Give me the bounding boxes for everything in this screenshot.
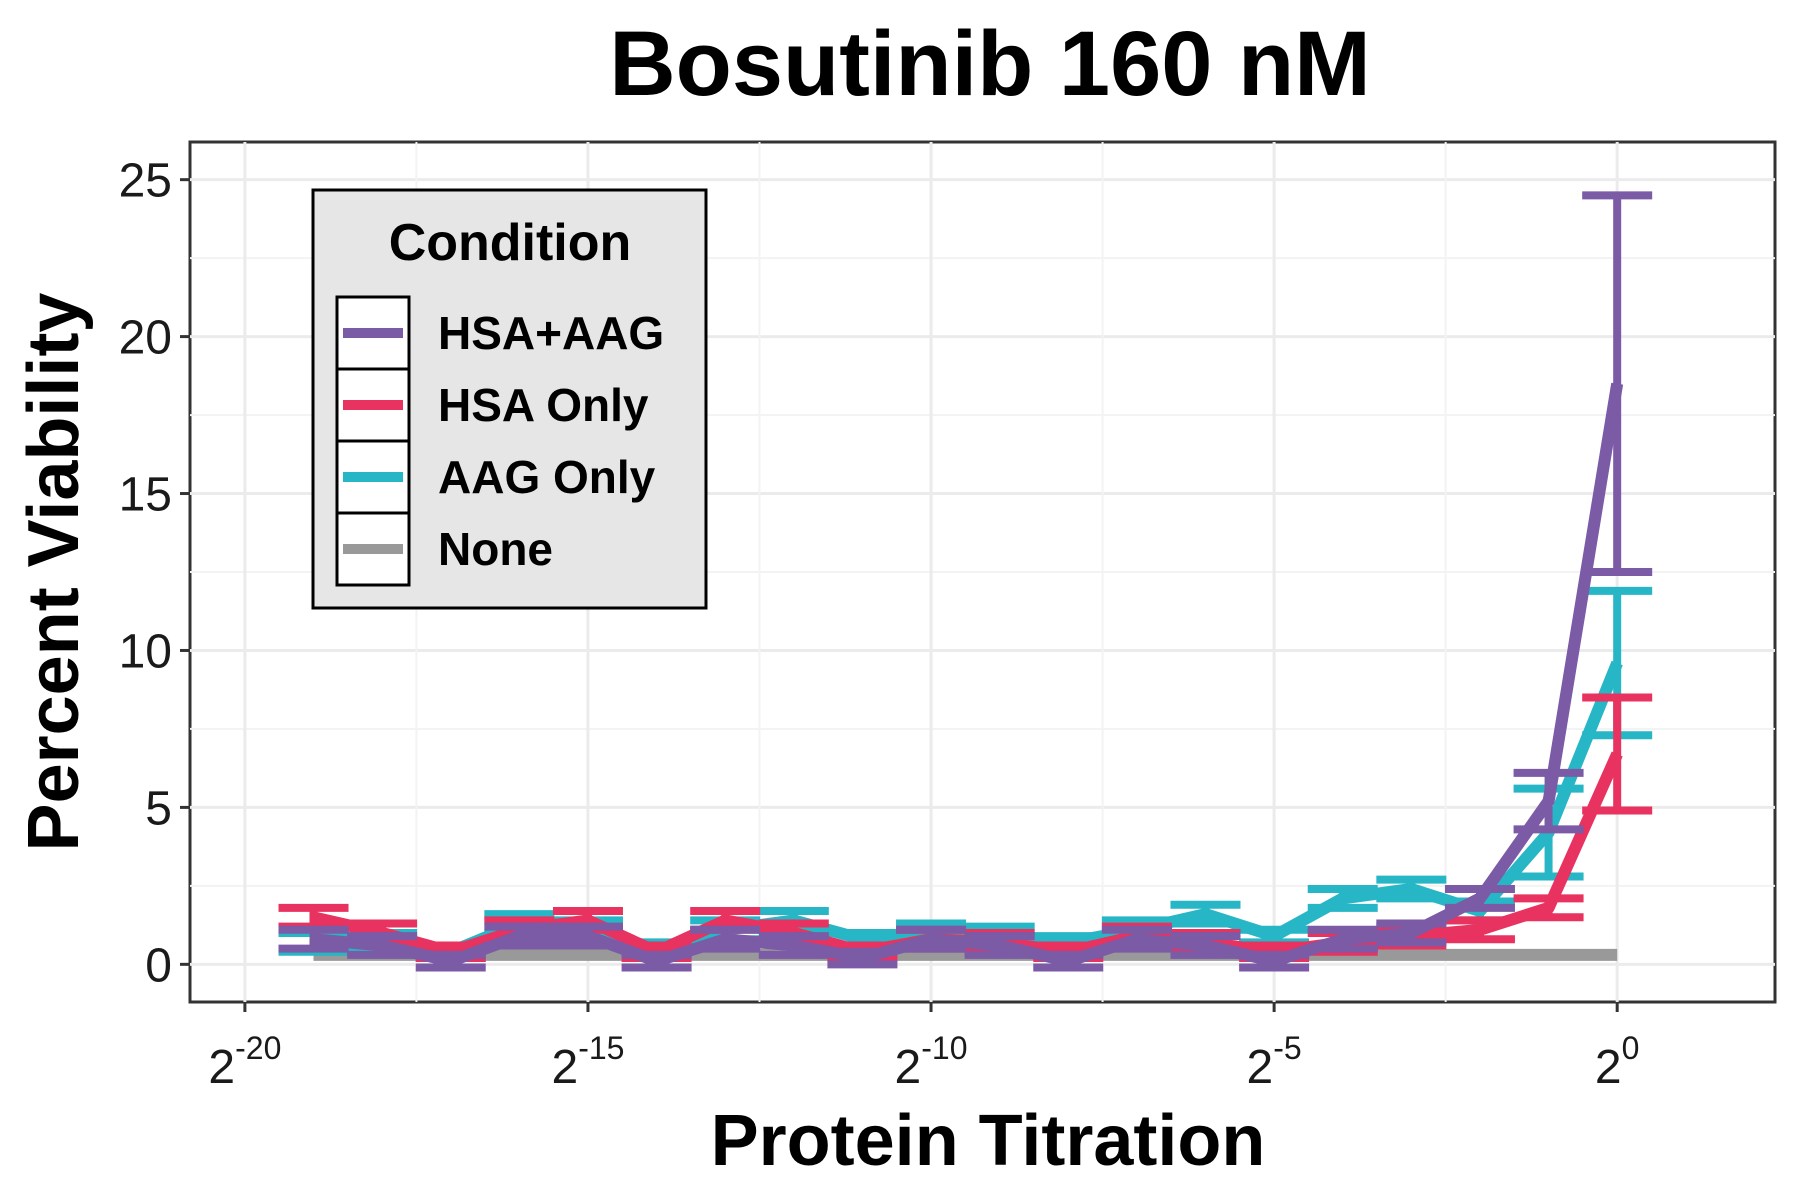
x-tick-label: 2-5 — [1247, 1030, 1302, 1094]
x-tick-exponent: -20 — [235, 1030, 281, 1066]
chart-title: Bosutinib 160 nM — [609, 13, 1371, 115]
series-line — [312, 382, 1624, 968]
legend-label: AAG Only — [438, 451, 656, 503]
x-tick-label: 2-15 — [551, 1030, 624, 1094]
legend-label: HSA Only — [438, 379, 649, 431]
legend-label: HSA+AAG — [438, 307, 664, 359]
x-tick-label: 20 — [1595, 1030, 1640, 1094]
y-tick-label: 5 — [145, 782, 172, 835]
x-tick-exponent: -5 — [1273, 1030, 1301, 1066]
y-axis-title: Percent Viability — [14, 293, 94, 852]
x-tick-exponent: 0 — [1622, 1030, 1640, 1066]
x-tick-base: 2 — [1247, 1041, 1274, 1094]
y-tick-label: 20 — [119, 312, 172, 365]
legend-items: HSA+AAG HSA Only AAG Only None — [335, 295, 664, 587]
legend-label: None — [438, 523, 553, 575]
legend-title: Condition — [389, 214, 632, 272]
x-tick-base: 2 — [551, 1041, 578, 1094]
y-tick-label: 25 — [119, 155, 172, 208]
x-tick-exponent: -10 — [921, 1030, 967, 1066]
x-tick-label: 2-20 — [208, 1030, 281, 1094]
series-hsa-aag — [278, 191, 1653, 972]
x-axis: 2-20 2-15 2-10 2-5 20 — [208, 1002, 1639, 1094]
x-tick-base: 2 — [1595, 1041, 1622, 1094]
legend: Condition HSA+AAG HSA Only AAG Only None — [311, 188, 708, 610]
x-axis-title: Protein Titration — [711, 1101, 1266, 1181]
y-axis: 0 5 10 15 20 25 — [119, 155, 190, 992]
x-tick-exponent: -15 — [578, 1030, 624, 1066]
x-tick-label: 2-10 — [895, 1030, 968, 1094]
y-tick-label: 0 — [145, 939, 172, 992]
x-tick-base: 2 — [895, 1041, 922, 1094]
y-tick-label: 15 — [119, 469, 172, 522]
y-tick-label: 10 — [119, 625, 172, 678]
x-tick-base: 2 — [208, 1041, 235, 1094]
series-layer — [278, 191, 1653, 972]
